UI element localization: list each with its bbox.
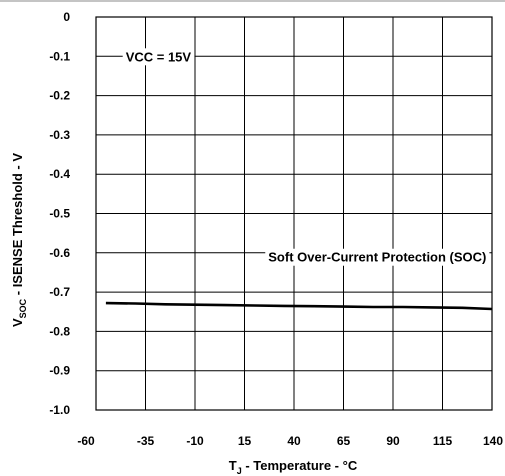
y-tick-label: -0.4: [49, 167, 70, 181]
y-tick-label: 0: [63, 10, 70, 24]
x-tick-label: 65: [337, 434, 351, 448]
y-tick-label: -1.0: [49, 403, 70, 417]
x-tick-label: 115: [433, 434, 453, 448]
y-tick-label: -0.6: [49, 246, 70, 260]
axis-label-rest: - ISENSE Threshold - V: [10, 153, 25, 299]
annotation-text: VCC = 15V: [126, 49, 192, 64]
plot-frame: [95, 16, 493, 411]
annotation-background: [265, 248, 490, 266]
x-tick-label: -60: [77, 434, 95, 448]
y-tick-label: -0.3: [49, 128, 70, 142]
axis-label-main: V: [10, 318, 25, 327]
x-tick-label: -10: [186, 434, 204, 448]
y-tick-label: -0.7: [49, 285, 70, 299]
x-axis-label: TJ - Temperature - °C: [229, 458, 358, 476]
y-axis-label: VSOC - ISENSE Threshold - V: [10, 153, 28, 327]
series-line: [105, 301, 493, 311]
axis-label-main: T: [229, 458, 237, 473]
x-tick-labels: -60 -35 -10 15 40 65 90 115 140: [77, 434, 503, 448]
x-tick-label: 140: [483, 434, 503, 448]
axis-label-subscript: SOC: [18, 298, 28, 318]
grid: [95, 16, 493, 411]
x-tick-label: 15: [238, 434, 252, 448]
annotation-text: Soft Over-Current Protection (SOC): [268, 250, 486, 265]
axis-label-rest: - Temperature - °C: [242, 458, 358, 473]
series: [105, 301, 493, 311]
x-tick-label: 40: [287, 434, 301, 448]
y-tick-label: -0.8: [49, 324, 70, 338]
annotation: Soft Over-Current Protection (SOC): [265, 248, 490, 266]
y-tick-label: -0.5: [49, 207, 70, 221]
annotations: VCC = 15V Soft Over-Current Protection (S…: [122, 48, 490, 266]
y-tick-label: -0.1: [49, 49, 70, 63]
y-tick-labels: 0 -0.1 -0.2 -0.3 -0.4 -0.5 -0.6 -0.7 -0.8 -0.9 -1.…: [49, 10, 70, 417]
x-tick-label: -35: [137, 434, 155, 448]
axis-label-subscript: J: [237, 466, 242, 476]
annotation-background: [122, 48, 195, 66]
y-tick-label: -0.2: [49, 89, 70, 103]
annotation: VCC = 15V: [122, 48, 195, 66]
x-tick-label: 90: [386, 434, 400, 448]
y-tick-label: -0.9: [49, 364, 70, 378]
